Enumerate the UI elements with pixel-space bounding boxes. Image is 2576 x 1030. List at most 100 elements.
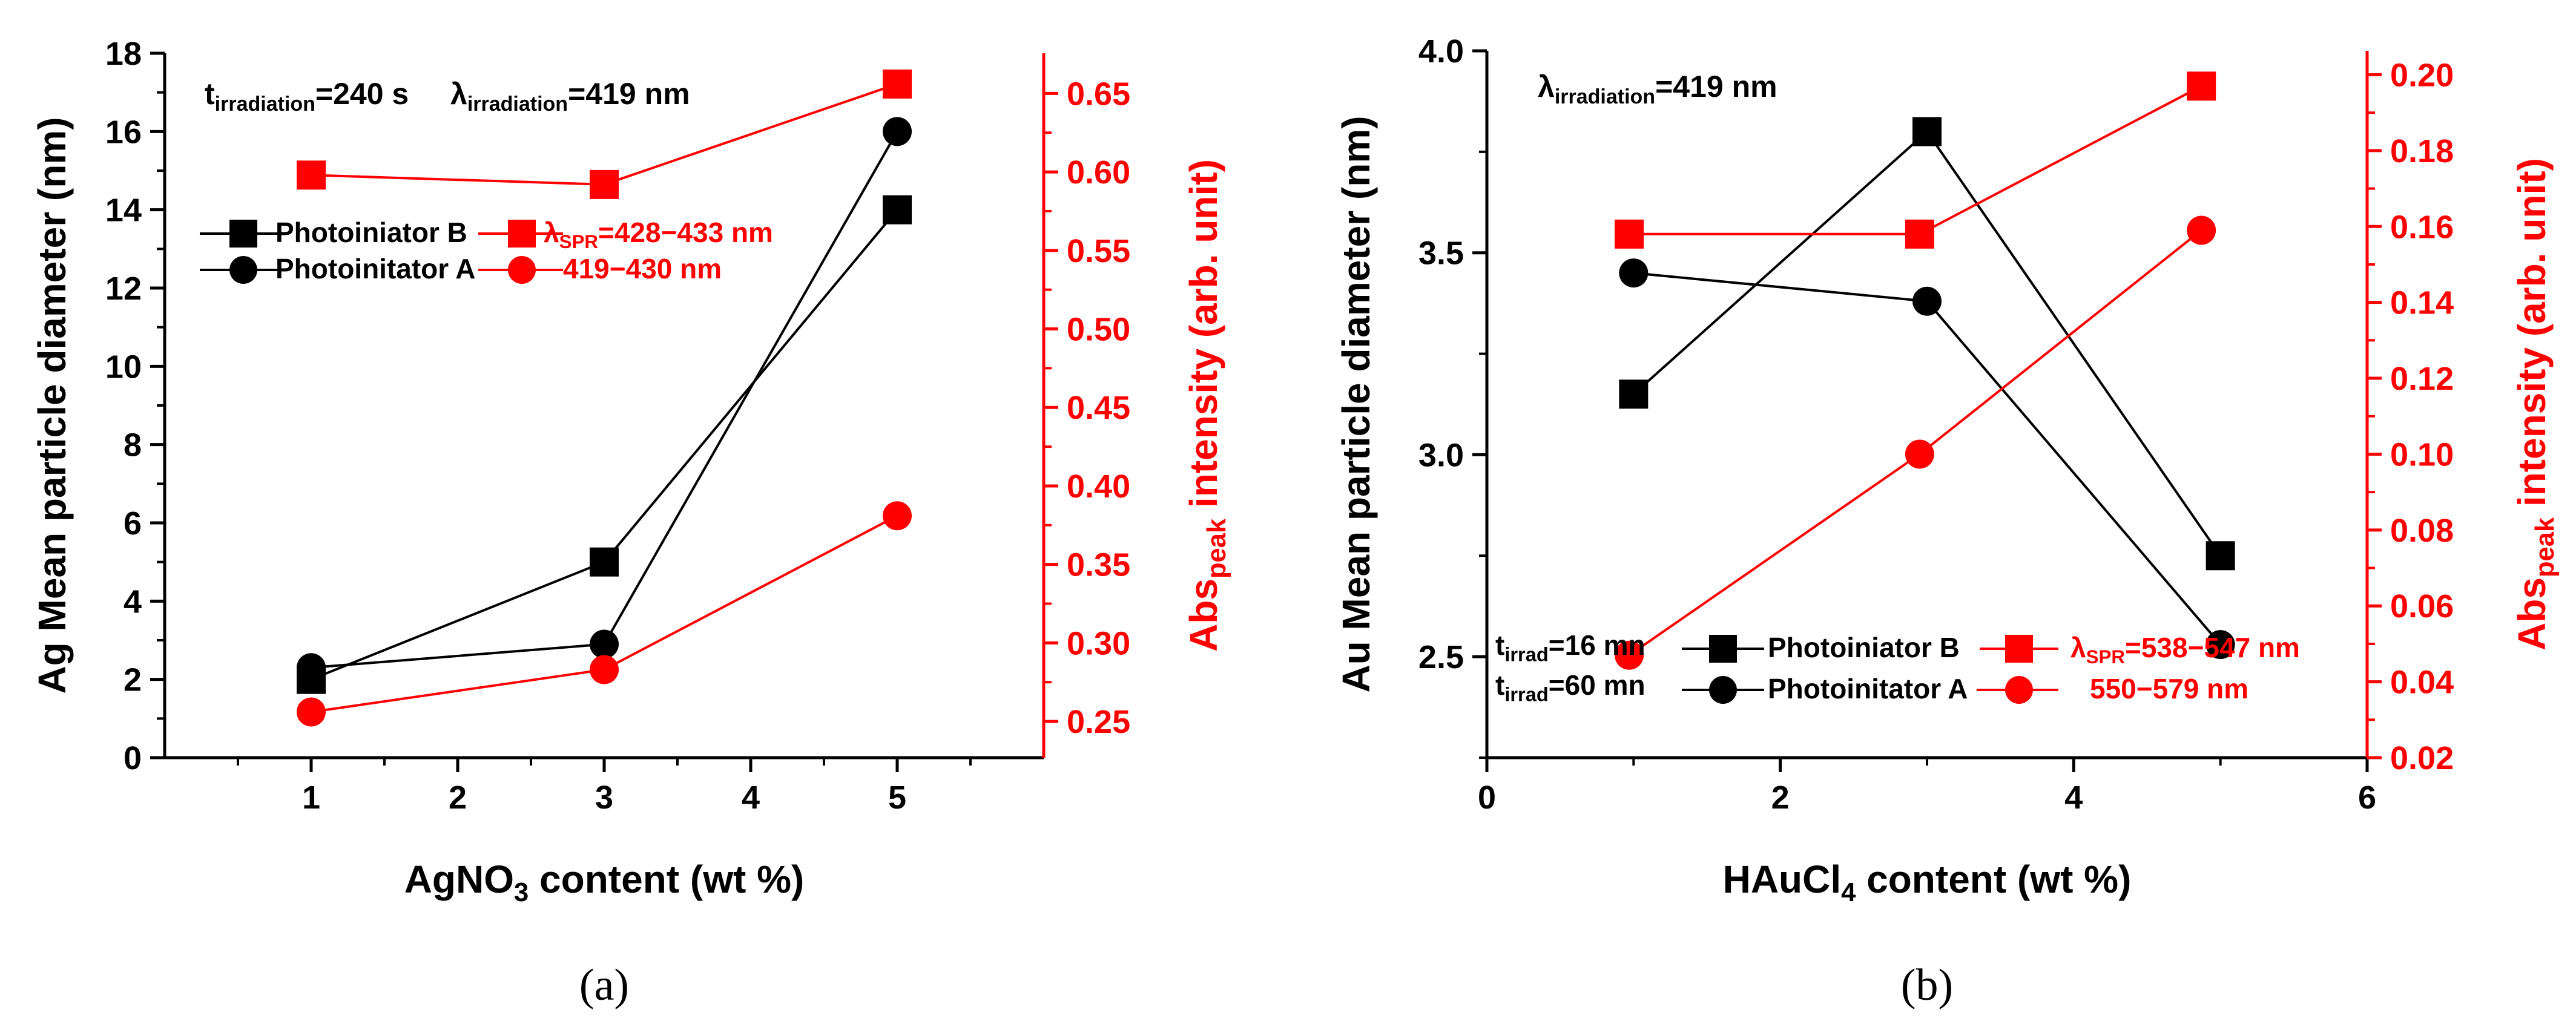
series-line (1629, 85, 2202, 235)
data-point (1905, 439, 1934, 469)
legend-entry-label: Photoinitator A (1768, 673, 1968, 704)
y-tick-label: 10 (105, 349, 142, 385)
data-point (883, 117, 912, 146)
legend-prefix-label: tirrad=60 mn (1495, 669, 1645, 706)
data-point (1615, 219, 1644, 249)
y-axis-title: Ag Mean particle diameter (nm) (30, 117, 74, 694)
y2-tick-label: 0.55 (1067, 233, 1130, 269)
data-point (1912, 117, 1942, 146)
irradiation-annotation: λirradiation=419 nm (1538, 70, 1777, 108)
legend-entry-label: 550−579 nm (2090, 673, 2248, 704)
legend-prefix-label: tirrad=16 mn (1495, 629, 1645, 666)
legend-entry-label: λSPR=428−433 nm (544, 217, 773, 252)
data-point (883, 69, 912, 99)
x-tick-label: 5 (888, 779, 906, 816)
chart-panel-b: 0 2 4 6 2.5 3.0 3.5 4.0 0.02 0.04 0.06 0.08 0.10 0.12… (1334, 33, 2560, 1010)
y-tick-label: 4 (124, 583, 142, 620)
data-point (590, 655, 619, 684)
y2-axis-title: Abspeak intensity (arb. unit) (1182, 159, 1231, 652)
data-point (1619, 258, 1649, 288)
y-tick-label: 4.0 (1418, 33, 1464, 70)
data-point (883, 501, 912, 531)
legend-entry-label: λSPR=538−547 nm (2070, 632, 2300, 668)
data-point (297, 697, 326, 727)
y-tick-label: 2 (124, 662, 142, 698)
y2-tick-label: 0.20 (2390, 57, 2454, 93)
y2-tick-label: 0.50 (1067, 312, 1130, 348)
y-tick-label: 3.0 (1418, 437, 1464, 473)
data-point (2187, 71, 2216, 101)
data-point (1615, 640, 1644, 670)
y-tick-label: 2.5 (1418, 639, 1464, 675)
legend-marker (229, 256, 257, 284)
y2-tick-label: 0.06 (2390, 588, 2454, 625)
legend-marker (2005, 676, 2033, 704)
data-point (883, 195, 912, 225)
y2-tick-label: 0.65 (1067, 76, 1130, 112)
y2-tick-label: 0.60 (1067, 154, 1130, 191)
legend-entry-label: Photoiniator B (1768, 632, 1960, 663)
y-tick-label: 14 (105, 192, 142, 229)
y2-tick-label: 0.12 (2390, 361, 2454, 397)
data-point (2187, 215, 2216, 245)
data-point (1619, 379, 1649, 409)
y2-tick-label: 0.25 (1067, 704, 1130, 740)
x-tick-label: 1 (302, 779, 320, 816)
x-tick-label: 4 (742, 779, 760, 816)
legend-entry-label: Photoinitator A (275, 253, 475, 284)
y-tick-label: 16 (105, 114, 142, 150)
y-tick-label: 3.5 (1418, 235, 1464, 272)
data-point (297, 653, 326, 683)
y2-tick-label: 0.16 (2390, 209, 2454, 245)
x-tick-label: 0 (1478, 779, 1496, 816)
x-axis-title: AgNO3 content (wt %) (404, 858, 805, 907)
y2-tick-label: 0.30 (1067, 625, 1130, 661)
legend-entry-label: Photoiniator B (275, 217, 467, 248)
data-point (590, 547, 619, 577)
y2-tick-label: 0.02 (2390, 740, 2454, 776)
legend-entry-label: 419−430 nm (563, 253, 722, 284)
x-tick-label: 2 (1771, 779, 1790, 816)
y-tick-label: 6 (124, 505, 142, 542)
x-axis-title: HAuCl4 content (wt %) (1723, 858, 2132, 907)
data-point (590, 629, 619, 659)
y-axis-title: Au Mean particle diameter (nm) (1334, 116, 1378, 692)
x-tick-label: 3 (595, 779, 613, 816)
y2-tick-label: 0.08 (2390, 513, 2454, 549)
series-line (1632, 130, 2222, 557)
panel-label: (b) (1901, 960, 1953, 1010)
data-point (1905, 219, 1934, 249)
y-tick-label: 0 (124, 740, 142, 776)
y2-tick-label: 0.40 (1067, 468, 1130, 505)
y2-tick-label: 0.35 (1067, 547, 1130, 583)
y2-tick-label: 0.14 (2390, 285, 2454, 321)
panel-label: (a) (579, 960, 629, 1010)
y2-tick-label: 0.18 (2390, 133, 2454, 169)
data-point (2205, 541, 2235, 571)
chart-panel-a: 1 2 3 4 50246810121416180.250.300.350.400.45… (30, 36, 1231, 1010)
y2-tick-label: 0.10 (2390, 436, 2454, 473)
legend-marker (508, 256, 536, 284)
x-tick-label: 2 (449, 779, 467, 816)
legend-marker (508, 220, 536, 248)
legend-marker (1709, 676, 1737, 704)
data-point (297, 160, 326, 190)
data-point (590, 169, 619, 199)
y-tick-label: 12 (105, 271, 142, 307)
y2-tick-label: 0.04 (2390, 664, 2454, 701)
x-tick-label: 6 (2358, 779, 2376, 816)
data-point (2205, 630, 2235, 660)
y-tick-label: 8 (124, 427, 142, 464)
legend-marker (229, 220, 257, 248)
irradiation-annotation: λirradiation=419 nm (450, 77, 690, 116)
series-line (311, 131, 898, 669)
legend-marker (2005, 635, 2033, 663)
legend-marker (1709, 635, 1737, 663)
data-point (1912, 286, 1942, 316)
y2-axis-title: Abspeak intensity (arb. unit) (2510, 158, 2560, 651)
irradiation-annotation: tirradiation=240 s (205, 77, 409, 116)
y2-tick-label: 0.45 (1067, 390, 1130, 426)
x-tick-label: 4 (2064, 779, 2083, 816)
y-tick-label: 18 (105, 36, 142, 72)
